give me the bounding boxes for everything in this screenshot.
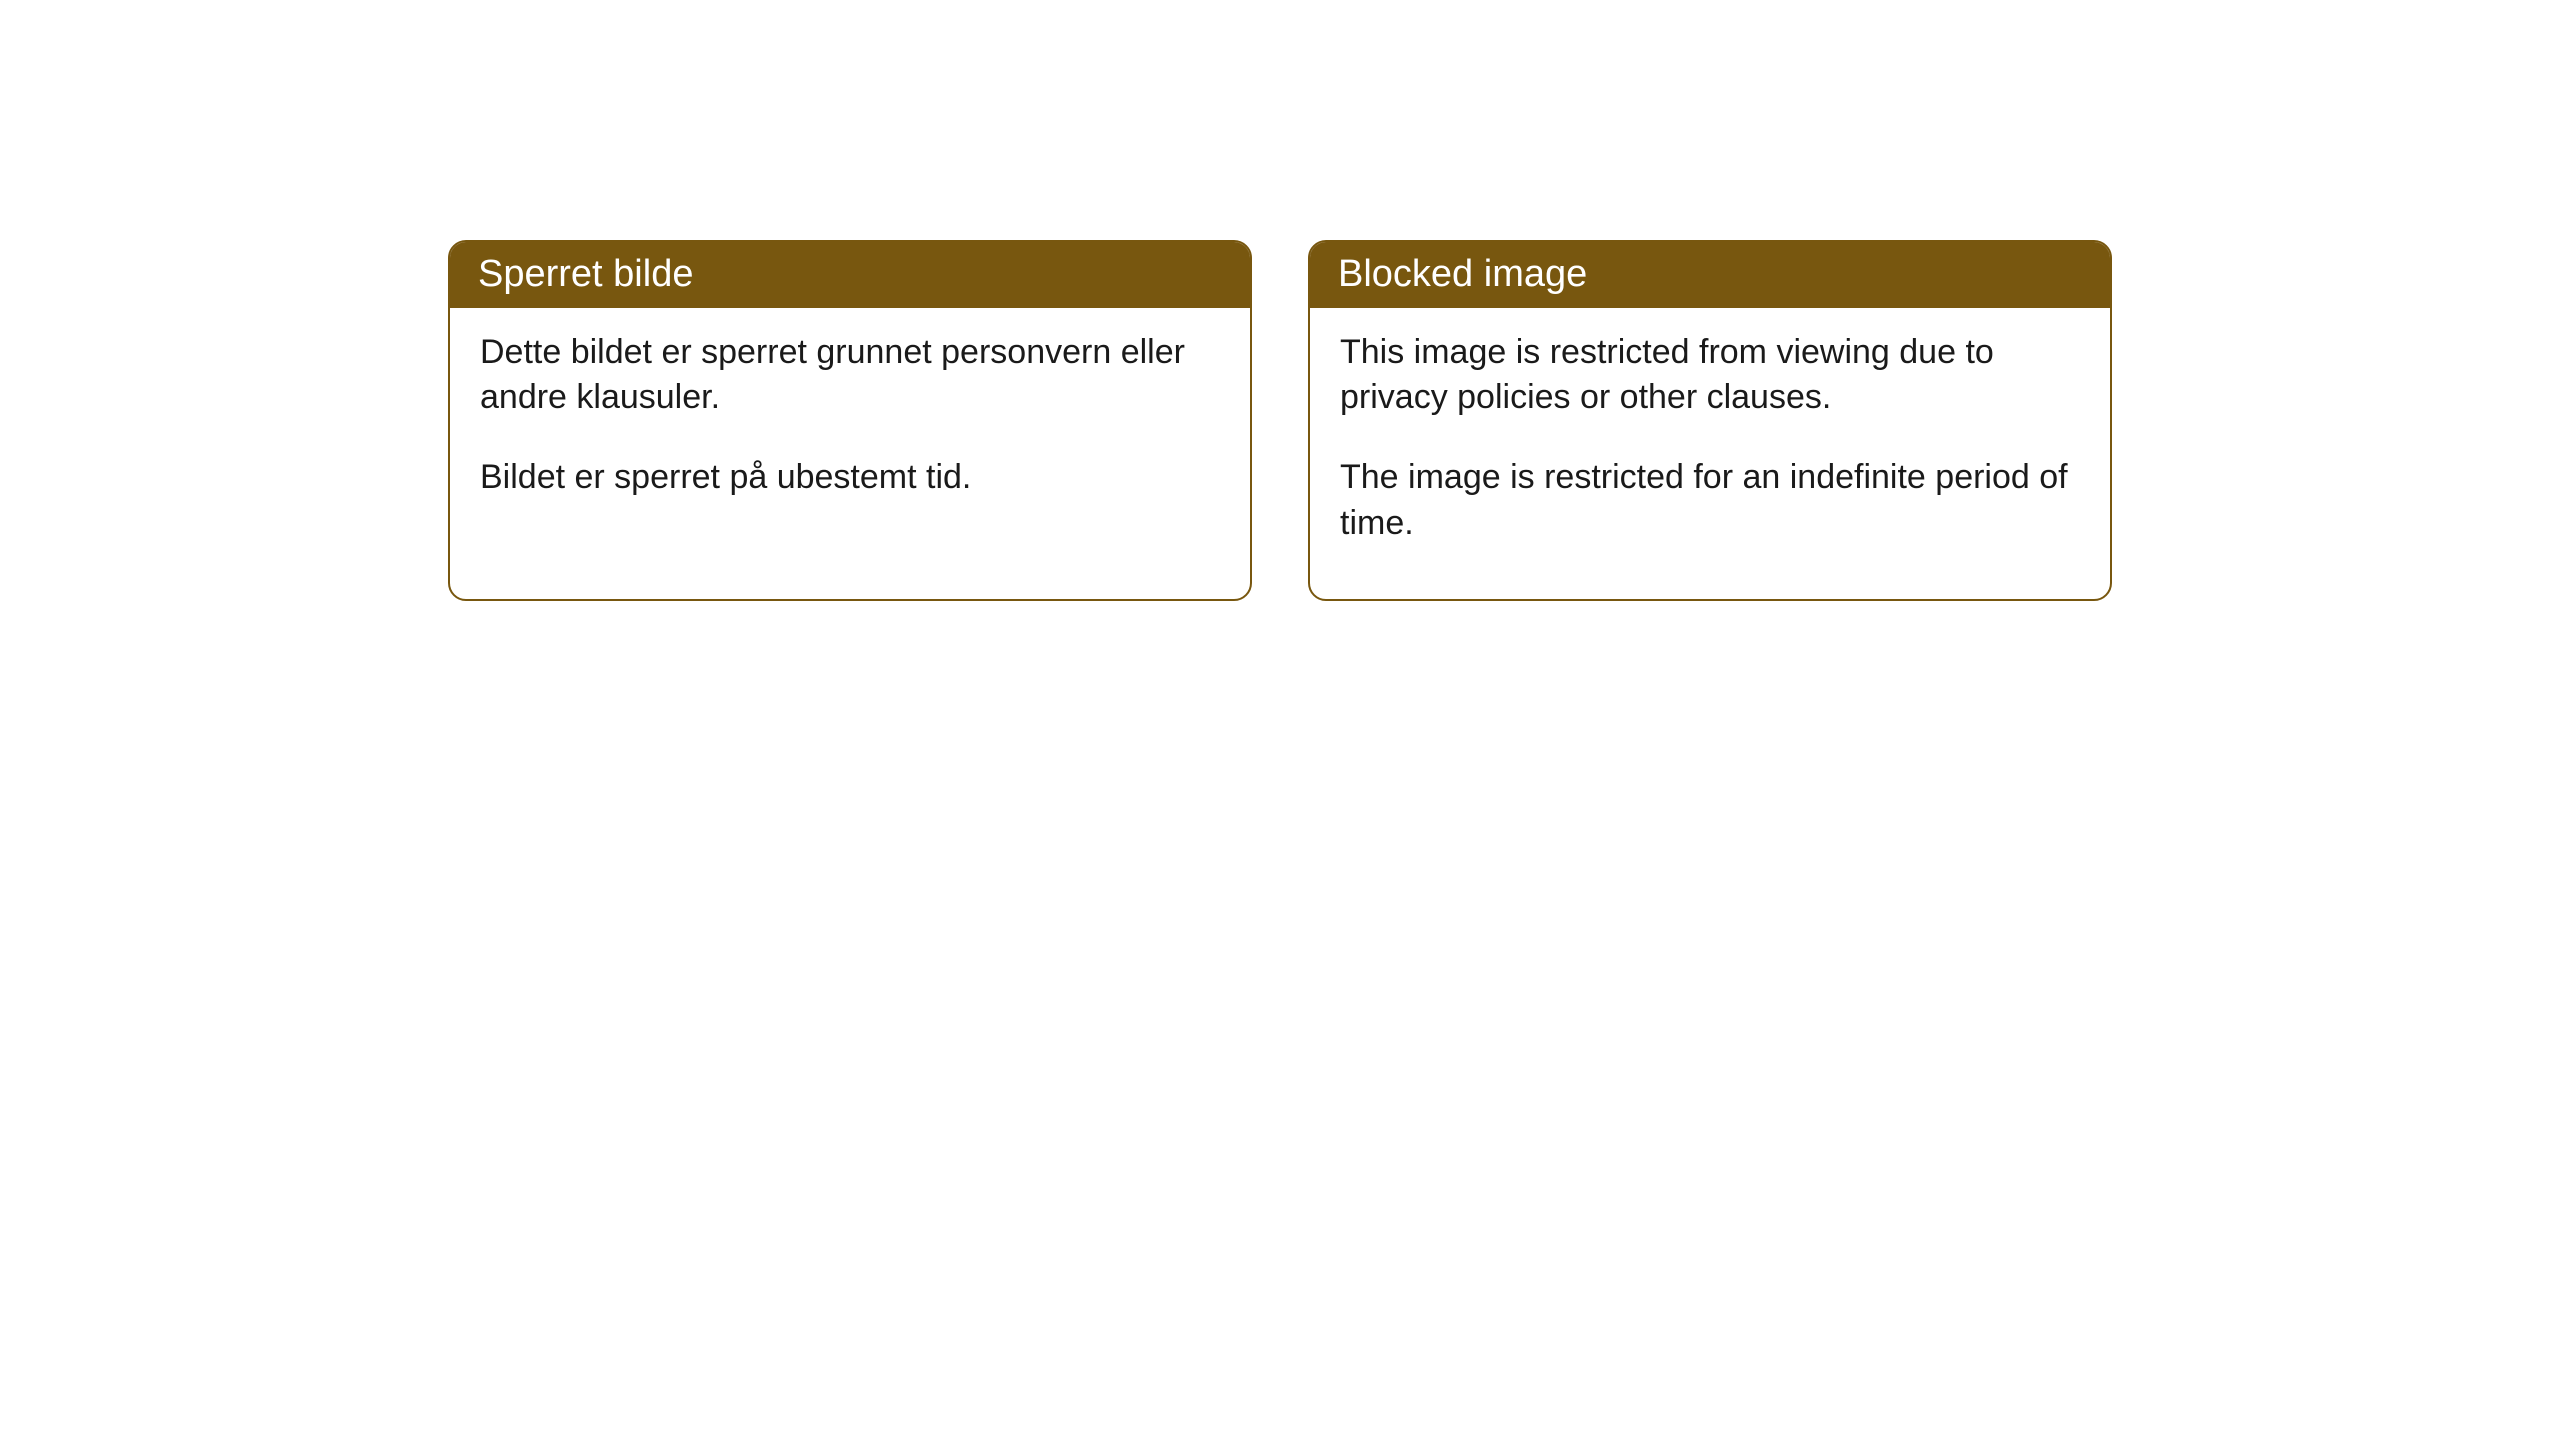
card-paragraph: The image is restricted for an indefinit… <box>1340 455 2080 547</box>
card-header-english: Blocked image <box>1310 242 2110 308</box>
card-body-norwegian: Dette bildet er sperret grunnet personve… <box>450 308 1250 554</box>
card-header-norwegian: Sperret bilde <box>450 242 1250 308</box>
card-paragraph: This image is restricted from viewing du… <box>1340 330 2080 422</box>
card-body-english: This image is restricted from viewing du… <box>1310 308 2110 600</box>
card-paragraph: Bildet er sperret på ubestemt tid. <box>480 455 1220 501</box>
card-norwegian: Sperret bilde Dette bildet er sperret gr… <box>448 240 1252 601</box>
card-paragraph: Dette bildet er sperret grunnet personve… <box>480 330 1220 422</box>
card-english: Blocked image This image is restricted f… <box>1308 240 2112 601</box>
cards-container: Sperret bilde Dette bildet er sperret gr… <box>0 240 2560 601</box>
